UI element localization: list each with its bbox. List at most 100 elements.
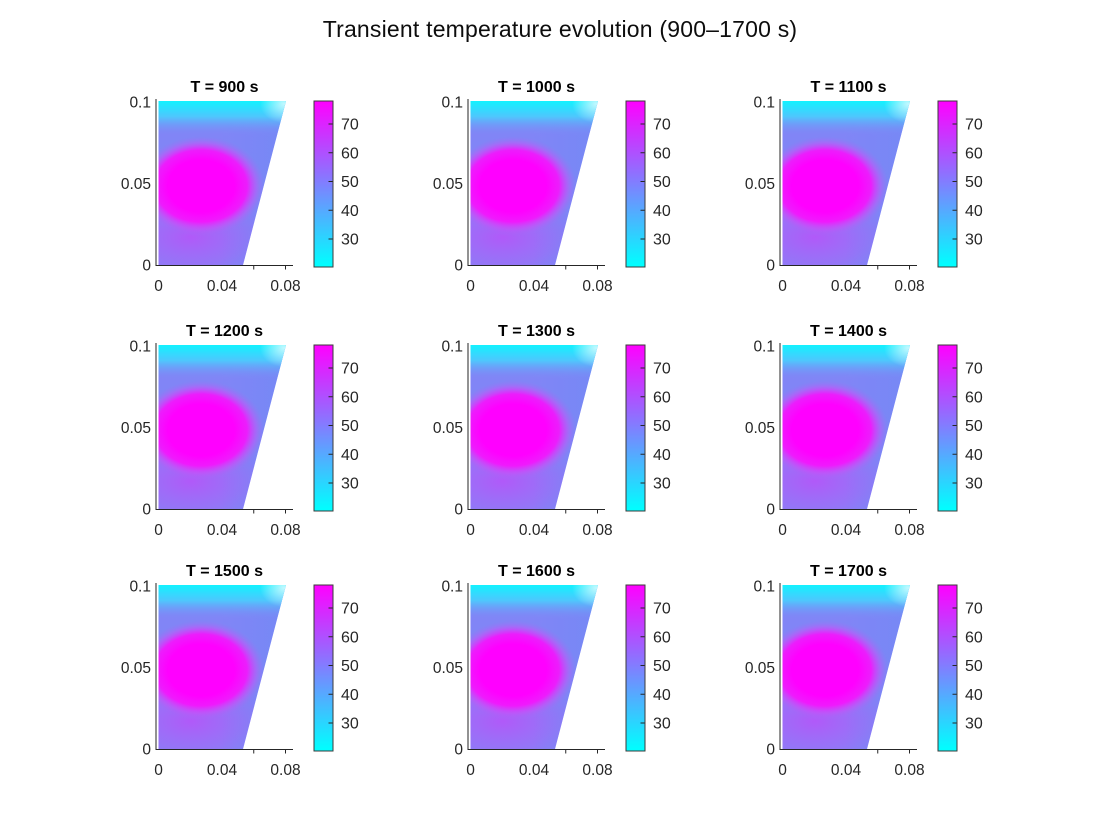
x-tick-label: 0.08	[582, 522, 612, 539]
colorbar-tick-label: 30	[965, 716, 983, 733]
y-tick-label: 0.1	[129, 339, 151, 356]
x-tick-label: 0	[466, 522, 475, 539]
colorbar-tick-label: 60	[341, 389, 359, 406]
colorbar-tick-label: 40	[965, 687, 983, 704]
subplot-cell: T = 1600 s 0.1 0.05 0 0 0.04 0.08	[428, 556, 690, 782]
y-tick-label: 0.1	[753, 579, 775, 596]
colorbar-tick-label: 30	[341, 476, 359, 493]
colorbar-tick-label: 60	[341, 145, 359, 162]
temperature-field	[782, 345, 910, 509]
colorbar-tick-label: 50	[965, 418, 983, 435]
y-tick-label: 0.05	[432, 420, 462, 437]
x-tick-label: 0	[466, 762, 475, 779]
y-tick-label: 0	[766, 258, 775, 275]
subplot-figure: T = 1400 s 0.1 0.05 0 0 0.04 0.08	[744, 323, 983, 539]
colorbar-tick-label: 30	[341, 232, 359, 249]
axis-spines	[779, 583, 917, 750]
subplot-figure: T = 1200 s 0.1 0.05 0 0 0.04 0.08	[120, 323, 359, 539]
colorbar-tick-label: 50	[965, 658, 983, 675]
colorbar-tick-label: 40	[965, 203, 983, 220]
colorbar	[625, 100, 645, 268]
field-topright-highlight	[571, 585, 598, 607]
x-tick-label: 0.04	[206, 278, 237, 295]
colorbar-tick-label: 50	[965, 174, 983, 191]
subplot-figure: T = 1700 s 0.1 0.05 0 0 0.04 0.08	[744, 563, 983, 779]
colorbar-tick-label: 70	[965, 601, 983, 618]
colorbar-tick-label: 60	[653, 629, 671, 646]
colorbar-tick-label: 60	[965, 629, 983, 646]
y-tick-label: 0	[142, 742, 151, 759]
colorbar	[313, 584, 333, 752]
y-tick-label: 0.05	[120, 660, 150, 677]
colorbar-tick-label: 60	[341, 629, 359, 646]
x-tick-label: 0.08	[270, 278, 300, 295]
colorbar	[937, 344, 957, 512]
y-tick-label: 0.05	[120, 420, 150, 437]
y-tick-label: 0.1	[129, 579, 151, 596]
x-tick-label: 0	[154, 278, 163, 295]
subplot-title: T = 1500 s	[186, 563, 263, 580]
field-hot-core	[470, 380, 577, 480]
axis-spines	[155, 583, 293, 750]
colorbar	[625, 344, 645, 512]
y-tick-label: 0.1	[441, 339, 463, 356]
field-hot-core	[782, 136, 889, 236]
x-tick-label: 0.08	[582, 278, 612, 295]
colorbar-tick-label: 30	[965, 476, 983, 493]
colorbar-tick-label: 50	[341, 174, 359, 191]
field-topright-highlight	[883, 345, 910, 367]
colorbar-tick-label: 40	[341, 203, 359, 220]
y-tick-label: 0	[142, 258, 151, 275]
axis-spines	[155, 343, 293, 510]
subplot-cell: T = 1500 s 0.1 0.05 0 0 0.04 0.08	[116, 556, 378, 782]
x-tick-label: 0	[466, 278, 475, 295]
subplot-figure: T = 1100 s 0.1 0.05 0 0 0.04 0.08	[744, 79, 983, 295]
colorbar-tick-label: 60	[653, 145, 671, 162]
y-tick-label: 0.1	[441, 579, 463, 596]
y-tick-label: 0	[766, 742, 775, 759]
y-tick-label: 0.1	[753, 339, 775, 356]
field-hot-core	[158, 136, 265, 236]
colorbar-tick-label: 50	[341, 418, 359, 435]
field-hot-core	[158, 380, 265, 480]
colorbar-tick-label: 30	[965, 232, 983, 249]
field-hot-core	[782, 380, 889, 480]
x-tick-label: 0.08	[894, 278, 924, 295]
colorbar-tick-label: 30	[653, 232, 671, 249]
axis-spines	[779, 99, 917, 266]
colorbar-tick-label: 50	[341, 658, 359, 675]
field-hot-core	[470, 136, 577, 236]
x-tick-label: 0.08	[894, 762, 924, 779]
colorbar-tick-label: 30	[341, 716, 359, 733]
y-tick-label: 0.05	[432, 660, 462, 677]
x-tick-label: 0.04	[830, 278, 861, 295]
y-tick-label: 0.1	[441, 95, 463, 112]
x-tick-label: 0.08	[270, 762, 300, 779]
y-tick-label: 0.05	[432, 176, 462, 193]
x-tick-label: 0.04	[830, 522, 861, 539]
colorbar-tick-label: 70	[341, 361, 359, 378]
colorbar-tick-label: 70	[341, 117, 359, 134]
y-tick-label: 0	[766, 502, 775, 519]
y-tick-label: 0.1	[129, 95, 151, 112]
axis-spines	[779, 343, 917, 510]
y-tick-label: 0.1	[753, 95, 775, 112]
x-tick-label: 0.08	[270, 522, 300, 539]
y-tick-label: 0.05	[744, 660, 774, 677]
x-tick-label: 0	[778, 278, 787, 295]
x-tick-label: 0	[778, 762, 787, 779]
x-tick-label: 0	[154, 522, 163, 539]
y-tick-label: 0.05	[744, 176, 774, 193]
x-tick-label: 0.04	[518, 278, 549, 295]
subplot-figure: T = 1000 s 0.1 0.05 0 0 0.04 0.08	[432, 79, 671, 295]
subplot-title: T = 1300 s	[498, 323, 575, 340]
colorbar-tick-label: 50	[653, 174, 671, 191]
colorbar	[937, 584, 957, 752]
y-tick-label: 0.05	[744, 420, 774, 437]
y-tick-label: 0	[454, 742, 463, 759]
subplot-figure: T = 1500 s 0.1 0.05 0 0 0.04 0.08	[120, 563, 359, 779]
subplot-cell: T = 1400 s 0.1 0.05 0 0 0.04 0.08	[740, 316, 1002, 542]
subplot-figure: T = 1600 s 0.1 0.05 0 0 0.04 0.08	[432, 563, 671, 779]
